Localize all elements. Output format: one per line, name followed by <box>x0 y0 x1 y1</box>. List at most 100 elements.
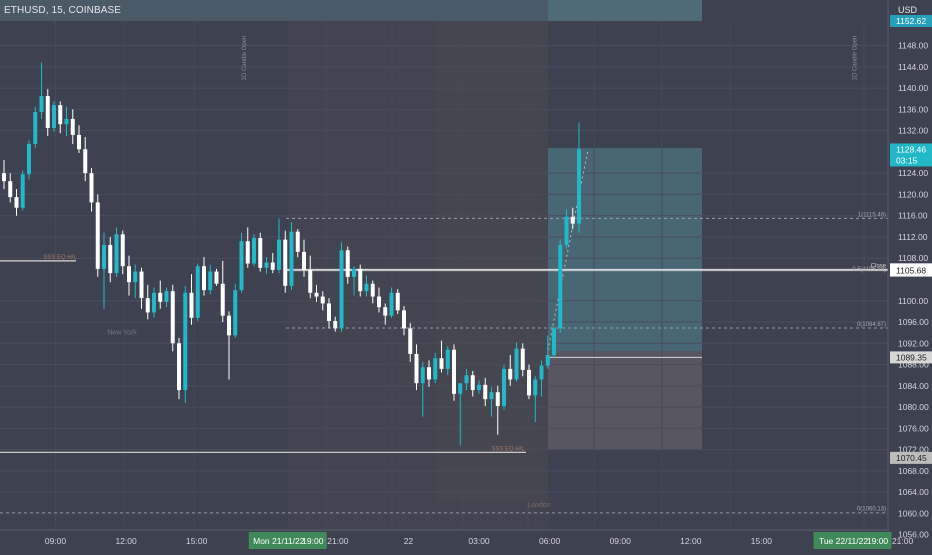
candle-body <box>77 134 81 150</box>
candle <box>427 360 431 387</box>
candle <box>39 62 44 119</box>
time-tick-label: 15:00 <box>751 536 773 546</box>
candle <box>70 109 75 144</box>
candle-body <box>533 379 538 396</box>
candle-body <box>177 343 181 391</box>
candle-body <box>20 174 25 208</box>
profit-zone <box>548 148 702 351</box>
candle-body <box>95 202 100 269</box>
candle-body <box>133 271 138 283</box>
candle <box>345 246 350 284</box>
candle-body <box>152 292 156 313</box>
candle <box>120 230 125 275</box>
candle-body <box>383 307 388 316</box>
time-tick-label: 21:00 <box>327 536 349 546</box>
candle <box>202 257 206 296</box>
candle <box>152 287 156 318</box>
candle <box>458 383 463 446</box>
candle-body <box>89 173 94 203</box>
candle <box>483 377 488 407</box>
candle <box>558 239 563 333</box>
candle <box>45 89 50 136</box>
candle-body <box>70 118 75 135</box>
candle <box>539 360 544 397</box>
candle <box>464 368 469 391</box>
fib-label-05: 0.5(1105.18) <box>852 267 886 273</box>
session-zone-late <box>436 21 548 502</box>
candle-body <box>170 291 175 344</box>
candle <box>133 264 138 299</box>
candle-body <box>189 292 194 318</box>
price-badge: 1070.45 <box>890 451 932 464</box>
candle <box>283 230 288 293</box>
candle-body <box>2 173 6 182</box>
candle-body <box>545 354 550 366</box>
time-tick-label: 12:00 <box>680 536 702 546</box>
session-label-new-york: New York <box>107 330 137 337</box>
candle-body <box>495 392 500 407</box>
candle-body <box>327 303 331 321</box>
time-tick-label: 15:00 <box>186 536 208 546</box>
price-badge-value: 1152.62 <box>896 16 926 26</box>
price-tick-label: 1100.00 <box>898 296 928 306</box>
candle <box>327 298 331 329</box>
candle <box>195 263 200 321</box>
session-label-london: London <box>527 502 550 509</box>
candle-body <box>83 149 88 174</box>
candle <box>295 228 300 258</box>
candle-open-label: 1D Candle Open <box>242 36 248 81</box>
candle <box>189 274 194 325</box>
time-highlight-bg <box>248 532 327 549</box>
price-badge-bg <box>890 264 932 277</box>
price-badge-value: 1070.45 <box>896 453 927 463</box>
price-tick-label: 1136.00 <box>898 104 928 114</box>
symbol-label: ETHUSD, 15, COINBASE <box>4 5 122 16</box>
candle-body <box>145 298 150 313</box>
candle <box>577 122 581 233</box>
price-tick-label: 1056.00 <box>898 530 929 540</box>
candle-open-label: 1D Candle Open <box>853 36 859 81</box>
candle-body <box>452 349 456 394</box>
candle <box>433 352 438 384</box>
price-tick-label: 1096.00 <box>898 317 929 327</box>
price-tick-label: 1140.00 <box>898 83 928 93</box>
price-tick-label: 1112.00 <box>898 232 928 242</box>
price-badge-bg <box>890 14 932 27</box>
candle <box>477 380 481 394</box>
candle-body <box>158 292 163 302</box>
candle <box>27 140 31 180</box>
candle-body <box>333 320 338 329</box>
candle-body <box>64 118 69 125</box>
candle-body <box>477 384 481 391</box>
price-badge-bg <box>890 351 932 364</box>
fib-label-1: 1(1115.49) <box>858 212 886 218</box>
candle <box>289 222 294 291</box>
price-tick-label: 1072.00 <box>898 445 929 455</box>
time-highlight-clock: 19:00 <box>302 536 324 546</box>
price-badge-bg <box>890 451 932 464</box>
candle <box>439 340 444 373</box>
candle-body <box>539 365 544 380</box>
price-tick-label: 1088.00 <box>898 360 929 370</box>
price-tick-label: 1124.00 <box>898 168 928 178</box>
candle <box>495 385 500 435</box>
candle-body <box>208 271 213 291</box>
time-tick-label: 21:00 <box>892 536 914 546</box>
candle-body <box>558 244 563 329</box>
candle <box>502 364 506 410</box>
currency-label: USD <box>898 5 918 15</box>
candle <box>545 335 550 369</box>
candle <box>145 284 150 320</box>
candle <box>489 386 494 417</box>
candle-body <box>552 328 556 355</box>
price-tick-label: 1084.00 <box>898 381 929 391</box>
candle <box>470 370 475 397</box>
candle-body <box>470 375 475 391</box>
candle <box>508 354 513 386</box>
candle <box>102 232 106 309</box>
candle-body <box>564 216 569 245</box>
